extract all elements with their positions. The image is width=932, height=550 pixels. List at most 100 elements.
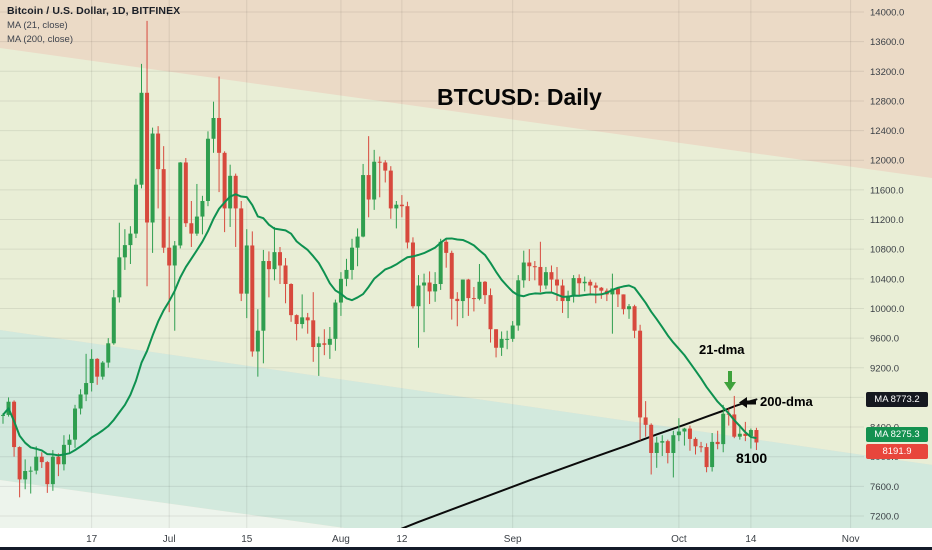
legend-ma21[interactable]: MA (21, close) bbox=[7, 20, 68, 31]
price-tick-label: 7200.0 bbox=[870, 512, 899, 523]
symbol-title[interactable]: Bitcoin / U.S. Dollar, 1D, BITFINEX bbox=[7, 5, 181, 17]
candle-body bbox=[355, 236, 360, 248]
candle-body bbox=[283, 265, 288, 285]
candle-body bbox=[682, 428, 687, 432]
candle-body bbox=[372, 161, 377, 200]
price-tag-ma21: MA 8275.3 bbox=[866, 426, 928, 442]
candle-body bbox=[255, 330, 260, 352]
left-arrow-icon[interactable] bbox=[738, 396, 757, 409]
price-tick-label: 13600.0 bbox=[870, 37, 904, 48]
candle-body bbox=[338, 278, 343, 303]
candle-body bbox=[194, 216, 199, 234]
price-tick-label: 12800.0 bbox=[870, 96, 904, 107]
candle-body bbox=[621, 294, 626, 310]
candle-body bbox=[294, 315, 299, 325]
ma200-annotation-label[interactable]: 200-dma bbox=[760, 394, 813, 409]
candle-body bbox=[704, 447, 709, 468]
candle-body bbox=[643, 417, 648, 425]
candle-body bbox=[211, 117, 216, 139]
candle-body bbox=[632, 306, 637, 331]
candle-body bbox=[460, 279, 465, 302]
candle-body bbox=[405, 206, 410, 243]
time-axis[interactable] bbox=[0, 528, 864, 550]
candle-body bbox=[117, 257, 122, 298]
candle-body bbox=[244, 245, 249, 294]
candle-body bbox=[399, 204, 404, 207]
candle-body bbox=[167, 247, 172, 266]
window-bottom-bar bbox=[0, 547, 932, 550]
candle-body bbox=[737, 433, 742, 437]
candle-body bbox=[133, 184, 138, 234]
candle-body bbox=[322, 343, 327, 345]
candle-body bbox=[488, 295, 493, 330]
candle-body bbox=[228, 175, 233, 209]
down-arrow-icon[interactable] bbox=[721, 370, 739, 392]
candle-body bbox=[300, 317, 305, 325]
candle-body bbox=[543, 272, 548, 286]
price-tag-last: 8191.9 bbox=[866, 443, 928, 459]
time-tick-label: 12 bbox=[396, 534, 408, 545]
candle-body bbox=[178, 162, 183, 246]
channel-band-middle bbox=[0, 48, 932, 465]
candle-body bbox=[388, 170, 393, 209]
candle-body bbox=[272, 252, 277, 270]
time-tick-label: 14 bbox=[745, 534, 757, 545]
time-tick-label: Sep bbox=[504, 534, 522, 545]
price-tick-label: 14000.0 bbox=[870, 8, 904, 19]
candle-body bbox=[67, 439, 72, 445]
price-tick-label: 10000.0 bbox=[870, 304, 904, 315]
candle-body bbox=[538, 266, 543, 286]
ma21-annotation-label[interactable]: 21-dma bbox=[699, 342, 745, 357]
candle-body bbox=[654, 442, 659, 453]
candle-body bbox=[250, 245, 255, 352]
candle-body bbox=[222, 152, 227, 209]
candle-body bbox=[84, 383, 89, 395]
candle-body bbox=[394, 204, 399, 209]
legend-ma200[interactable]: MA (200, close) bbox=[7, 34, 73, 45]
candle-body bbox=[416, 285, 421, 307]
candle-body bbox=[150, 133, 155, 223]
candle-body bbox=[638, 330, 643, 418]
candle-body bbox=[527, 262, 532, 267]
candle-body bbox=[422, 282, 427, 286]
candle-body bbox=[438, 241, 443, 285]
candle-body bbox=[610, 288, 615, 295]
candle-body bbox=[361, 175, 366, 237]
price-tick-label: 9600.0 bbox=[870, 334, 899, 345]
chart-title-annotation[interactable]: BTCUSD: Daily bbox=[437, 84, 602, 110]
candle-body bbox=[477, 281, 482, 299]
candle-body bbox=[128, 233, 133, 246]
candle-body bbox=[233, 175, 238, 209]
candle-body bbox=[366, 175, 371, 200]
candle-body bbox=[748, 430, 753, 436]
time-tick-label: 15 bbox=[241, 534, 253, 545]
price-tag-ma200: MA 8773.2 bbox=[866, 391, 928, 407]
channel-band-lower bbox=[0, 329, 932, 550]
ma21-line[interactable] bbox=[2, 193, 757, 457]
price-tick-label: 11600.0 bbox=[870, 185, 904, 196]
candle-body bbox=[45, 462, 50, 485]
candle-body bbox=[311, 320, 316, 348]
candle-body bbox=[582, 281, 587, 284]
candle-body bbox=[217, 117, 222, 153]
candle-body bbox=[627, 306, 632, 310]
time-tick-label: Oct bbox=[671, 534, 687, 545]
candle-body bbox=[444, 241, 449, 253]
candle-body bbox=[161, 169, 166, 248]
candle-body bbox=[350, 247, 355, 270]
candle-body bbox=[433, 284, 438, 292]
candle-body bbox=[100, 362, 105, 377]
time-tick-label: Nov bbox=[842, 534, 860, 545]
candle-body bbox=[588, 281, 593, 286]
price-8100-annotation[interactable]: 8100 bbox=[736, 450, 768, 466]
candle-body bbox=[205, 138, 210, 201]
price-tick-label: 10800.0 bbox=[870, 245, 904, 256]
candle-body bbox=[111, 297, 116, 344]
candle-body bbox=[73, 408, 78, 440]
candle-body bbox=[377, 161, 382, 163]
candle-body bbox=[710, 441, 715, 468]
candle-body bbox=[599, 287, 604, 291]
time-tick-label: Jul bbox=[163, 534, 176, 545]
candle-body bbox=[172, 245, 177, 266]
